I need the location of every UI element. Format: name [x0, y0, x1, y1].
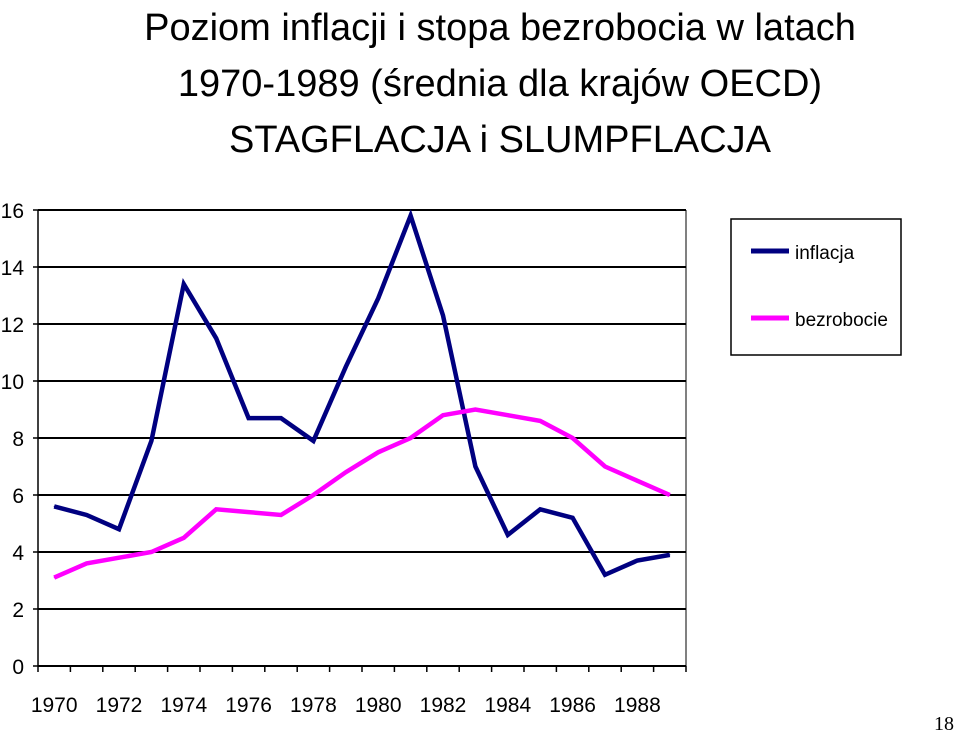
y-tick-label: 14	[1, 257, 25, 280]
data-point-inflacja	[377, 297, 379, 299]
data-point-bezrobocie	[53, 577, 55, 579]
y-axis-ticks: 0 2 4 6 8 10 12 14 16	[1, 200, 38, 679]
data-point-inflacja	[248, 417, 250, 419]
legend: inflacja bezrobocie	[730, 218, 902, 356]
chart-title: Poziom inflacji i stopa bezrobocia w lat…	[0, 0, 960, 168]
x-tick-label: 1972	[96, 694, 143, 717]
data-point-inflacja	[183, 283, 185, 285]
data-point-bezrobocie	[86, 562, 88, 564]
data-point-inflacja	[86, 514, 88, 516]
data-point-inflacja	[410, 215, 412, 217]
data-point-bezrobocie	[669, 494, 671, 496]
data-point-inflacja	[280, 417, 282, 419]
data-point-inflacja	[604, 574, 606, 576]
data-point-inflacja	[345, 366, 347, 368]
data-point-bezrobocie	[410, 437, 412, 439]
data-point-inflacja	[118, 528, 120, 530]
data-point-bezrobocie	[312, 494, 314, 496]
x-tick-label: 1986	[549, 694, 596, 717]
data-point-inflacja	[572, 517, 574, 519]
y-tick-label: 4	[12, 542, 24, 565]
data-point-inflacja	[636, 560, 638, 562]
y-tick-label: 10	[1, 371, 24, 394]
x-tick-label: 1974	[160, 694, 207, 717]
legend-box	[730, 218, 902, 356]
data-point-bezrobocie	[280, 514, 282, 516]
page-number: 18	[934, 713, 954, 735]
data-point-bezrobocie	[345, 471, 347, 473]
y-tick-label: 8	[12, 428, 24, 451]
x-tick-label: 1988	[614, 694, 661, 717]
x-tick-label: 1984	[484, 694, 531, 717]
title-line-3: STAGFLACJA i SLUMPFLACJA	[229, 119, 771, 161]
title-line-2: 1970-1989 (średnia dla krajów OECD)	[177, 63, 823, 105]
x-axis-ticks: 1970 1972 1974 1976 1978 1980 1982 1984 1986 1988	[31, 666, 687, 717]
data-point-inflacja	[312, 440, 314, 442]
y-tick-label: 12	[1, 314, 24, 337]
data-point-inflacja	[53, 505, 55, 507]
data-point-inflacja	[215, 337, 217, 339]
series-line-bezrobocie	[53, 407, 671, 580]
data-point-inflacja	[474, 466, 476, 467]
series-lines	[53, 209, 671, 580]
data-point-bezrobocie	[248, 511, 250, 513]
legend-label-inflacja: inflacja	[795, 243, 855, 264]
y-tick-label: 6	[12, 485, 24, 508]
x-tick-label: 1978	[290, 694, 337, 717]
data-point-bezrobocie	[215, 508, 217, 510]
data-point-bezrobocie	[539, 420, 541, 422]
data-point-bezrobocie	[572, 437, 574, 439]
data-point-inflacja	[669, 554, 671, 556]
data-point-inflacja	[150, 440, 152, 442]
data-point-bezrobocie	[183, 537, 185, 539]
y-tick-label: 0	[12, 656, 24, 679]
data-point-bezrobocie	[118, 557, 120, 559]
x-tick-label: 1980	[355, 694, 402, 717]
data-point-inflacja	[507, 534, 509, 536]
data-point-bezrobocie	[377, 451, 379, 453]
y-tick-label: 2	[12, 599, 24, 622]
data-point-bezrobocie	[442, 414, 444, 416]
legend-label-bezrobocie: bezrobocie	[795, 310, 888, 331]
y-tick-label: 16	[1, 200, 24, 223]
series-line-inflacja	[53, 209, 671, 578]
x-tick-label: 1982	[420, 694, 467, 717]
x-tick-label: 1970	[31, 694, 78, 717]
data-point-inflacja	[442, 314, 444, 316]
data-point-bezrobocie	[150, 551, 152, 553]
data-point-bezrobocie	[474, 409, 476, 410]
x-tick-label: 1976	[225, 694, 272, 717]
data-point-bezrobocie	[604, 466, 606, 467]
data-point-bezrobocie	[507, 414, 509, 416]
data-point-bezrobocie	[636, 480, 638, 482]
title-line-1: Poziom inflacji i stopa bezrobocia w lat…	[144, 7, 856, 49]
data-point-inflacja	[539, 508, 541, 510]
